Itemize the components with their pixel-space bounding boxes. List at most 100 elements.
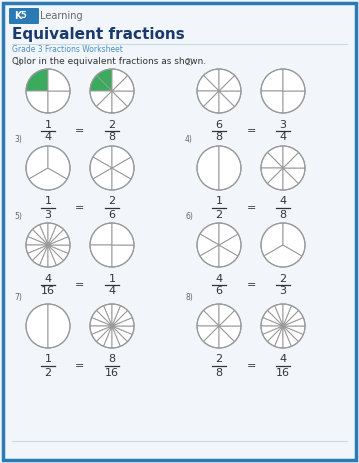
Wedge shape (112, 326, 120, 348)
Text: 1: 1 (215, 196, 223, 206)
Text: 5: 5 (20, 12, 26, 20)
Wedge shape (39, 223, 48, 245)
Wedge shape (112, 91, 134, 106)
Text: =: = (246, 203, 256, 213)
Wedge shape (283, 168, 299, 190)
Wedge shape (263, 311, 283, 326)
Wedge shape (204, 69, 219, 91)
Wedge shape (48, 304, 70, 348)
Wedge shape (283, 326, 299, 346)
Text: 7): 7) (14, 293, 22, 302)
Text: 6): 6) (185, 212, 193, 221)
Wedge shape (112, 168, 131, 190)
Text: Grade 3 Fractions Worksheet: Grade 3 Fractions Worksheet (12, 45, 123, 55)
Wedge shape (219, 326, 241, 342)
Wedge shape (112, 91, 127, 113)
Wedge shape (219, 91, 234, 113)
Text: 1: 1 (108, 274, 116, 283)
Text: =: = (75, 280, 85, 290)
Wedge shape (90, 75, 112, 91)
Text: 8: 8 (108, 132, 116, 143)
Wedge shape (283, 306, 299, 326)
Text: 1): 1) (14, 58, 22, 67)
Wedge shape (219, 69, 234, 91)
Wedge shape (219, 75, 241, 91)
Wedge shape (26, 69, 48, 91)
Wedge shape (90, 157, 112, 179)
Text: 2: 2 (108, 119, 116, 130)
Wedge shape (283, 146, 299, 168)
Wedge shape (48, 245, 56, 267)
Wedge shape (92, 326, 112, 342)
Wedge shape (112, 69, 127, 91)
Wedge shape (197, 75, 219, 91)
Wedge shape (197, 91, 219, 106)
Wedge shape (32, 245, 48, 265)
Text: 4: 4 (45, 274, 52, 283)
FancyBboxPatch shape (9, 8, 39, 24)
Wedge shape (283, 326, 305, 334)
Wedge shape (90, 318, 112, 326)
Wedge shape (219, 234, 241, 256)
Text: 6: 6 (108, 209, 116, 219)
Text: 2: 2 (215, 355, 223, 364)
Text: 2: 2 (215, 209, 223, 219)
Wedge shape (97, 326, 112, 346)
Text: 2: 2 (279, 274, 286, 283)
Wedge shape (39, 245, 48, 267)
Wedge shape (267, 168, 283, 190)
Wedge shape (204, 326, 219, 348)
Wedge shape (219, 91, 241, 106)
Wedge shape (283, 223, 305, 256)
Wedge shape (48, 245, 70, 253)
Wedge shape (112, 146, 131, 168)
Wedge shape (261, 326, 283, 334)
Wedge shape (261, 91, 283, 113)
Text: 2: 2 (45, 368, 52, 377)
Wedge shape (261, 69, 283, 91)
Wedge shape (26, 146, 48, 179)
Wedge shape (112, 304, 120, 326)
Wedge shape (283, 326, 303, 342)
Wedge shape (197, 146, 219, 190)
Text: 4: 4 (279, 132, 286, 143)
Text: =: = (246, 280, 256, 290)
Wedge shape (112, 75, 134, 91)
Wedge shape (48, 225, 64, 245)
Text: 4: 4 (279, 355, 286, 364)
Wedge shape (219, 326, 234, 348)
Wedge shape (48, 69, 70, 91)
Wedge shape (92, 311, 112, 326)
Wedge shape (97, 69, 112, 91)
Wedge shape (283, 69, 305, 91)
Wedge shape (104, 304, 112, 326)
Text: Equivalent fractions: Equivalent fractions (12, 27, 185, 43)
FancyBboxPatch shape (3, 3, 356, 460)
Wedge shape (112, 245, 134, 267)
Wedge shape (112, 311, 132, 326)
Wedge shape (204, 91, 219, 113)
Wedge shape (112, 157, 134, 179)
Wedge shape (197, 311, 219, 326)
Wedge shape (200, 223, 219, 245)
Wedge shape (28, 230, 48, 245)
Wedge shape (264, 245, 302, 267)
Text: =: = (75, 361, 85, 371)
Text: =: = (75, 126, 85, 136)
Wedge shape (283, 318, 305, 326)
Text: 4): 4) (185, 135, 193, 144)
Wedge shape (219, 311, 241, 326)
Wedge shape (97, 306, 112, 326)
Wedge shape (90, 223, 112, 245)
Wedge shape (48, 91, 70, 113)
Wedge shape (267, 306, 283, 326)
Wedge shape (48, 223, 56, 245)
Text: =: = (75, 203, 85, 213)
Wedge shape (93, 168, 112, 190)
Wedge shape (283, 91, 305, 113)
Text: K: K (14, 11, 22, 21)
Wedge shape (26, 304, 48, 348)
Wedge shape (267, 146, 283, 168)
Text: 2: 2 (108, 196, 116, 206)
Wedge shape (204, 304, 219, 326)
